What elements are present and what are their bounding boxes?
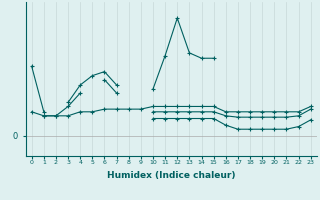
X-axis label: Humidex (Indice chaleur): Humidex (Indice chaleur): [107, 171, 236, 180]
